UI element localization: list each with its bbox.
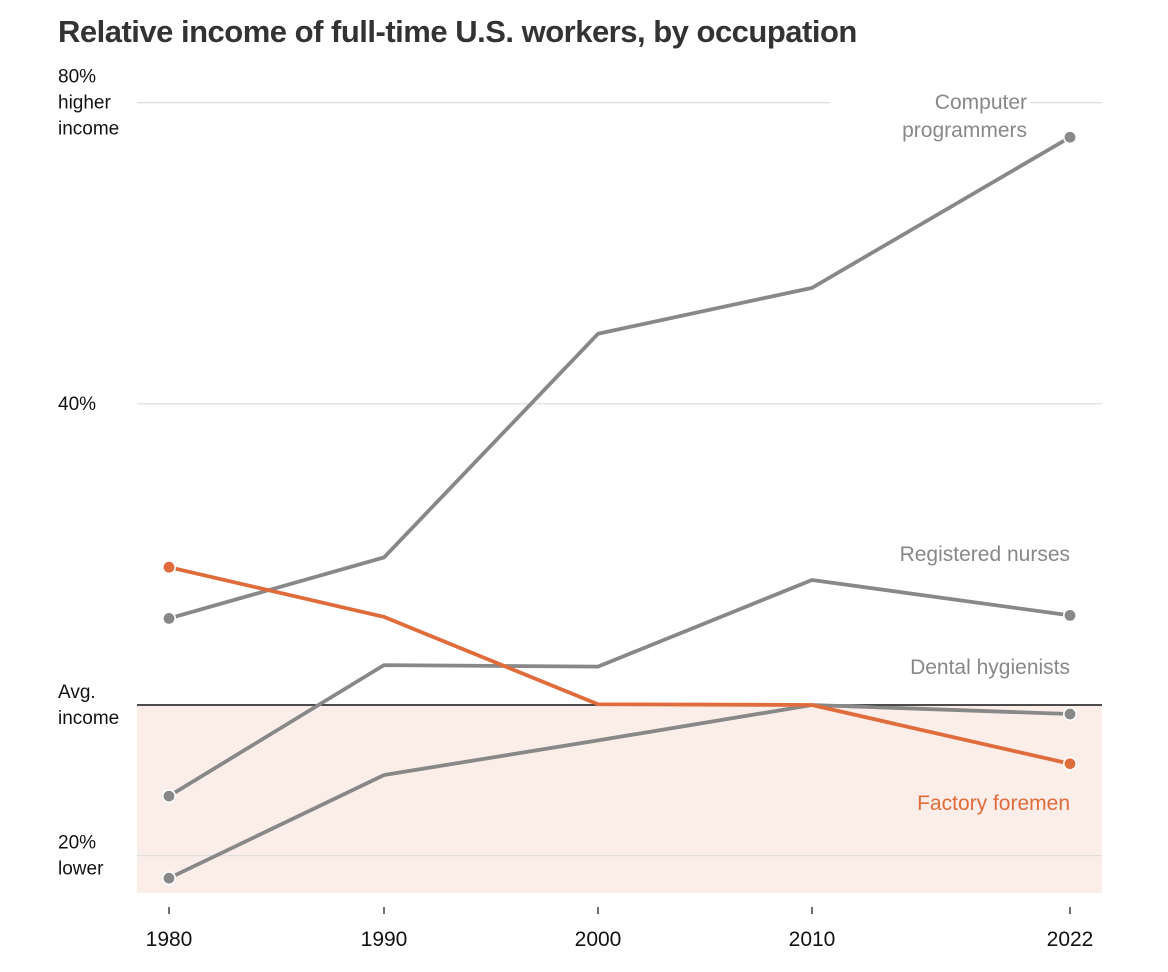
factory-foremen-label: Factory foremen: [917, 792, 1070, 815]
registered-nurses-line: [167, 578, 1072, 799]
x-tick-label: 1990: [361, 928, 408, 951]
series-points: [162, 130, 1078, 886]
x-tick-label: 2010: [789, 928, 836, 951]
registered-nurses-point: [1063, 608, 1078, 623]
y-tick-label: 40%: [58, 394, 96, 415]
x-tick-label: 2022: [1047, 928, 1094, 951]
computer-programmers-label: Computer programmers: [902, 91, 1027, 142]
series-labels: Computer programmers Registered nurses Dent…: [830, 91, 1070, 815]
dental-hygienists-line: [167, 703, 1072, 881]
dental-hygienists-point: [162, 871, 177, 886]
factory-foremen-point: [162, 560, 177, 575]
y-tick-label: 20% lower: [58, 833, 104, 880]
y-tick-label: 80% higher income: [58, 67, 119, 140]
computer-programmers-line: [167, 135, 1072, 621]
computer-programmers-point: [1063, 130, 1078, 145]
dental-hygienists-label: Dental hygienists: [910, 656, 1070, 679]
registered-nurses-label: Registered nurses: [900, 543, 1070, 566]
x-tick-label: 2000: [575, 928, 622, 951]
y-axis-tick-labels: 80% higher income 40% Avg. income 20% lower: [58, 67, 119, 880]
factory-foremen-point: [1063, 756, 1078, 771]
computer-programmers-point: [162, 611, 177, 626]
x-axis: 1980 1990 2000 2010 2022: [146, 907, 1094, 951]
chart-title: Relative income of full-time U.S. worker…: [58, 14, 857, 49]
x-tick-label: 1980: [146, 928, 193, 951]
series-lines: [167, 135, 1072, 881]
registered-nurses-point: [162, 789, 177, 804]
y-tick-label: Avg. income: [58, 682, 119, 729]
computer-programmers-label-background: [830, 97, 1030, 107]
dental-hygienists-point: [1063, 707, 1078, 722]
factory-foremen-line: [167, 565, 1072, 766]
